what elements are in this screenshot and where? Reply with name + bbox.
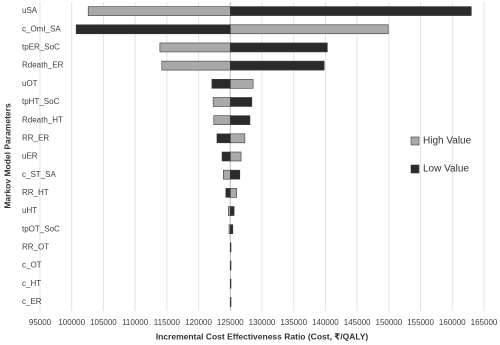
legend-swatch [410, 164, 420, 174]
category-label: Rdeath_ER [22, 61, 64, 70]
bar [223, 169, 231, 180]
bar [87, 6, 231, 16]
bar [221, 151, 231, 162]
bar [229, 115, 251, 125]
x-tick-label: 110000 [122, 318, 149, 327]
bar [229, 133, 246, 144]
category-label: c_OmI_SA [22, 24, 61, 33]
bar [229, 42, 328, 53]
bar [161, 60, 231, 71]
x-tick-label: 135000 [280, 318, 307, 327]
x-axis-title: Incremental Cost Effectiveness Ratio (Co… [156, 331, 369, 341]
bar [229, 169, 241, 180]
category-label: tpER_SoC [22, 43, 60, 52]
bar [229, 97, 253, 107]
bar [229, 151, 242, 162]
bar [229, 224, 234, 235]
x-tick-label: 140000 [312, 318, 339, 327]
category-label: uOT [22, 79, 38, 88]
bar [229, 6, 472, 16]
x-tick-label: 120000 [185, 318, 212, 327]
category-label: c_ER [22, 297, 42, 306]
y-axis-title: Markov Model Parameters [2, 103, 12, 209]
category-label: uHT [22, 206, 37, 215]
category-label: tpHT_SoC [22, 97, 60, 106]
category-label: RR_ER [22, 133, 49, 142]
bar [229, 24, 389, 35]
x-tick-label: 145000 [344, 318, 371, 327]
bar [229, 278, 232, 289]
x-tick-label: 130000 [249, 318, 276, 327]
bar [212, 97, 231, 107]
category-label: c_HT [22, 279, 41, 288]
legend-swatch [410, 136, 420, 146]
bar [229, 78, 254, 89]
bar [229, 206, 235, 216]
bar [159, 42, 231, 53]
bar [211, 78, 231, 89]
legend-label: High Value [423, 136, 472, 147]
x-tick-label: 115000 [154, 318, 181, 327]
bar [75, 24, 231, 35]
category-label: uSA [22, 6, 38, 15]
legend-label: Low Value [423, 164, 469, 175]
x-tick-label: 95000 [29, 318, 52, 327]
category-label: Rdeath_HT [22, 115, 63, 124]
bar [213, 115, 231, 125]
x-tick-label: 100000 [58, 318, 85, 327]
bar [229, 60, 325, 71]
bar [229, 188, 237, 198]
category-label: c_ST_SA [22, 170, 56, 179]
category-label: c_OT [22, 261, 42, 270]
category-label: RR_OT [22, 242, 49, 251]
x-tick-label: 165000 [471, 318, 498, 327]
x-tick-label: 105000 [90, 318, 117, 327]
x-tick-label: 125000 [217, 318, 244, 327]
bar [216, 133, 231, 144]
bar [229, 242, 232, 253]
x-tick-label: 160000 [439, 318, 466, 327]
category-label: RR_HT [22, 188, 49, 197]
x-tick-label: 150000 [376, 318, 403, 327]
x-tick-label: 155000 [407, 318, 434, 327]
category-label: uER [22, 152, 38, 161]
bar [225, 188, 231, 198]
category-label: tpOT_SoC [22, 224, 60, 233]
bar [229, 260, 232, 271]
bar [229, 297, 232, 307]
